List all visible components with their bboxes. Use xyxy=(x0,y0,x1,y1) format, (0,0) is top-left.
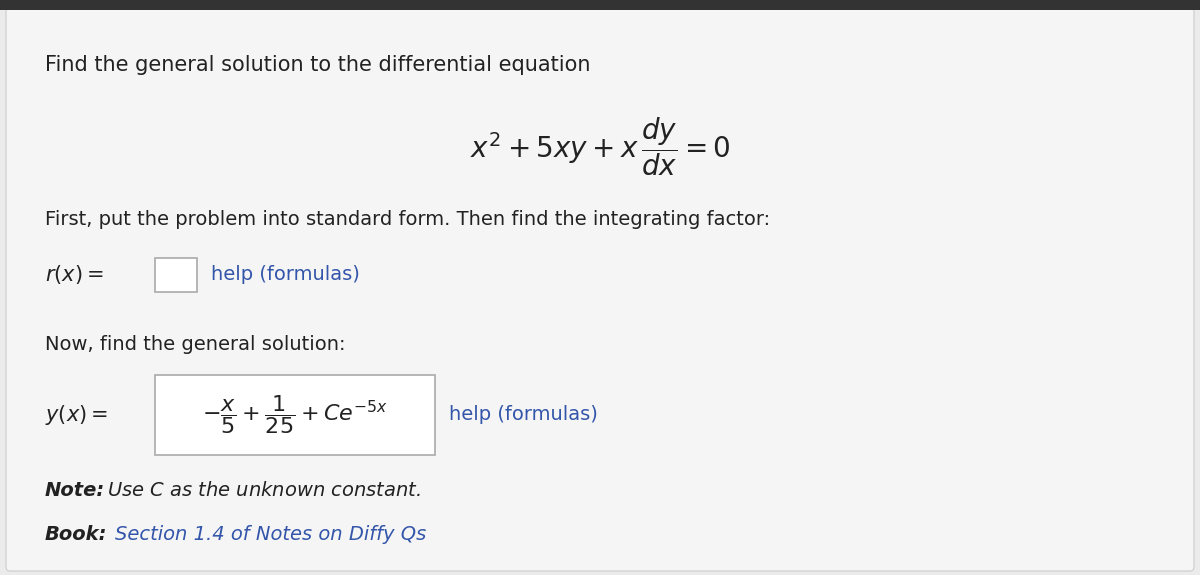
Text: $r(x) =$: $r(x) =$ xyxy=(46,263,103,286)
Text: $-\dfrac{x}{5} + \dfrac{1}{25} + Ce^{-5x}$: $-\dfrac{x}{5} + \dfrac{1}{25} + Ce^{-5x… xyxy=(202,393,388,436)
Text: help (formulas): help (formulas) xyxy=(449,405,598,424)
Text: Find the general solution to the differential equation: Find the general solution to the differe… xyxy=(46,55,590,75)
Text: help (formulas): help (formulas) xyxy=(211,266,360,285)
Text: Book:: Book: xyxy=(46,526,107,545)
FancyBboxPatch shape xyxy=(155,258,197,292)
FancyBboxPatch shape xyxy=(6,8,1194,571)
Text: Section 1.4 of Notes on Diffy Qs: Section 1.4 of Notes on Diffy Qs xyxy=(115,526,426,545)
Text: $y(x) =$: $y(x) =$ xyxy=(46,403,108,427)
Text: $x^2 + 5xy + x\,\dfrac{dy}{dx} = 0$: $x^2 + 5xy + x\,\dfrac{dy}{dx} = 0$ xyxy=(469,115,731,178)
Text: Note:: Note: xyxy=(46,481,106,500)
Text: Use $\mathit{C}$ as the unknown constant.: Use $\mathit{C}$ as the unknown constant… xyxy=(107,481,421,500)
FancyBboxPatch shape xyxy=(155,375,436,455)
Bar xyxy=(0,0,1200,10)
Text: First, put the problem into standard form. Then find the integrating factor:: First, put the problem into standard for… xyxy=(46,210,770,229)
Text: Now, find the general solution:: Now, find the general solution: xyxy=(46,335,346,354)
